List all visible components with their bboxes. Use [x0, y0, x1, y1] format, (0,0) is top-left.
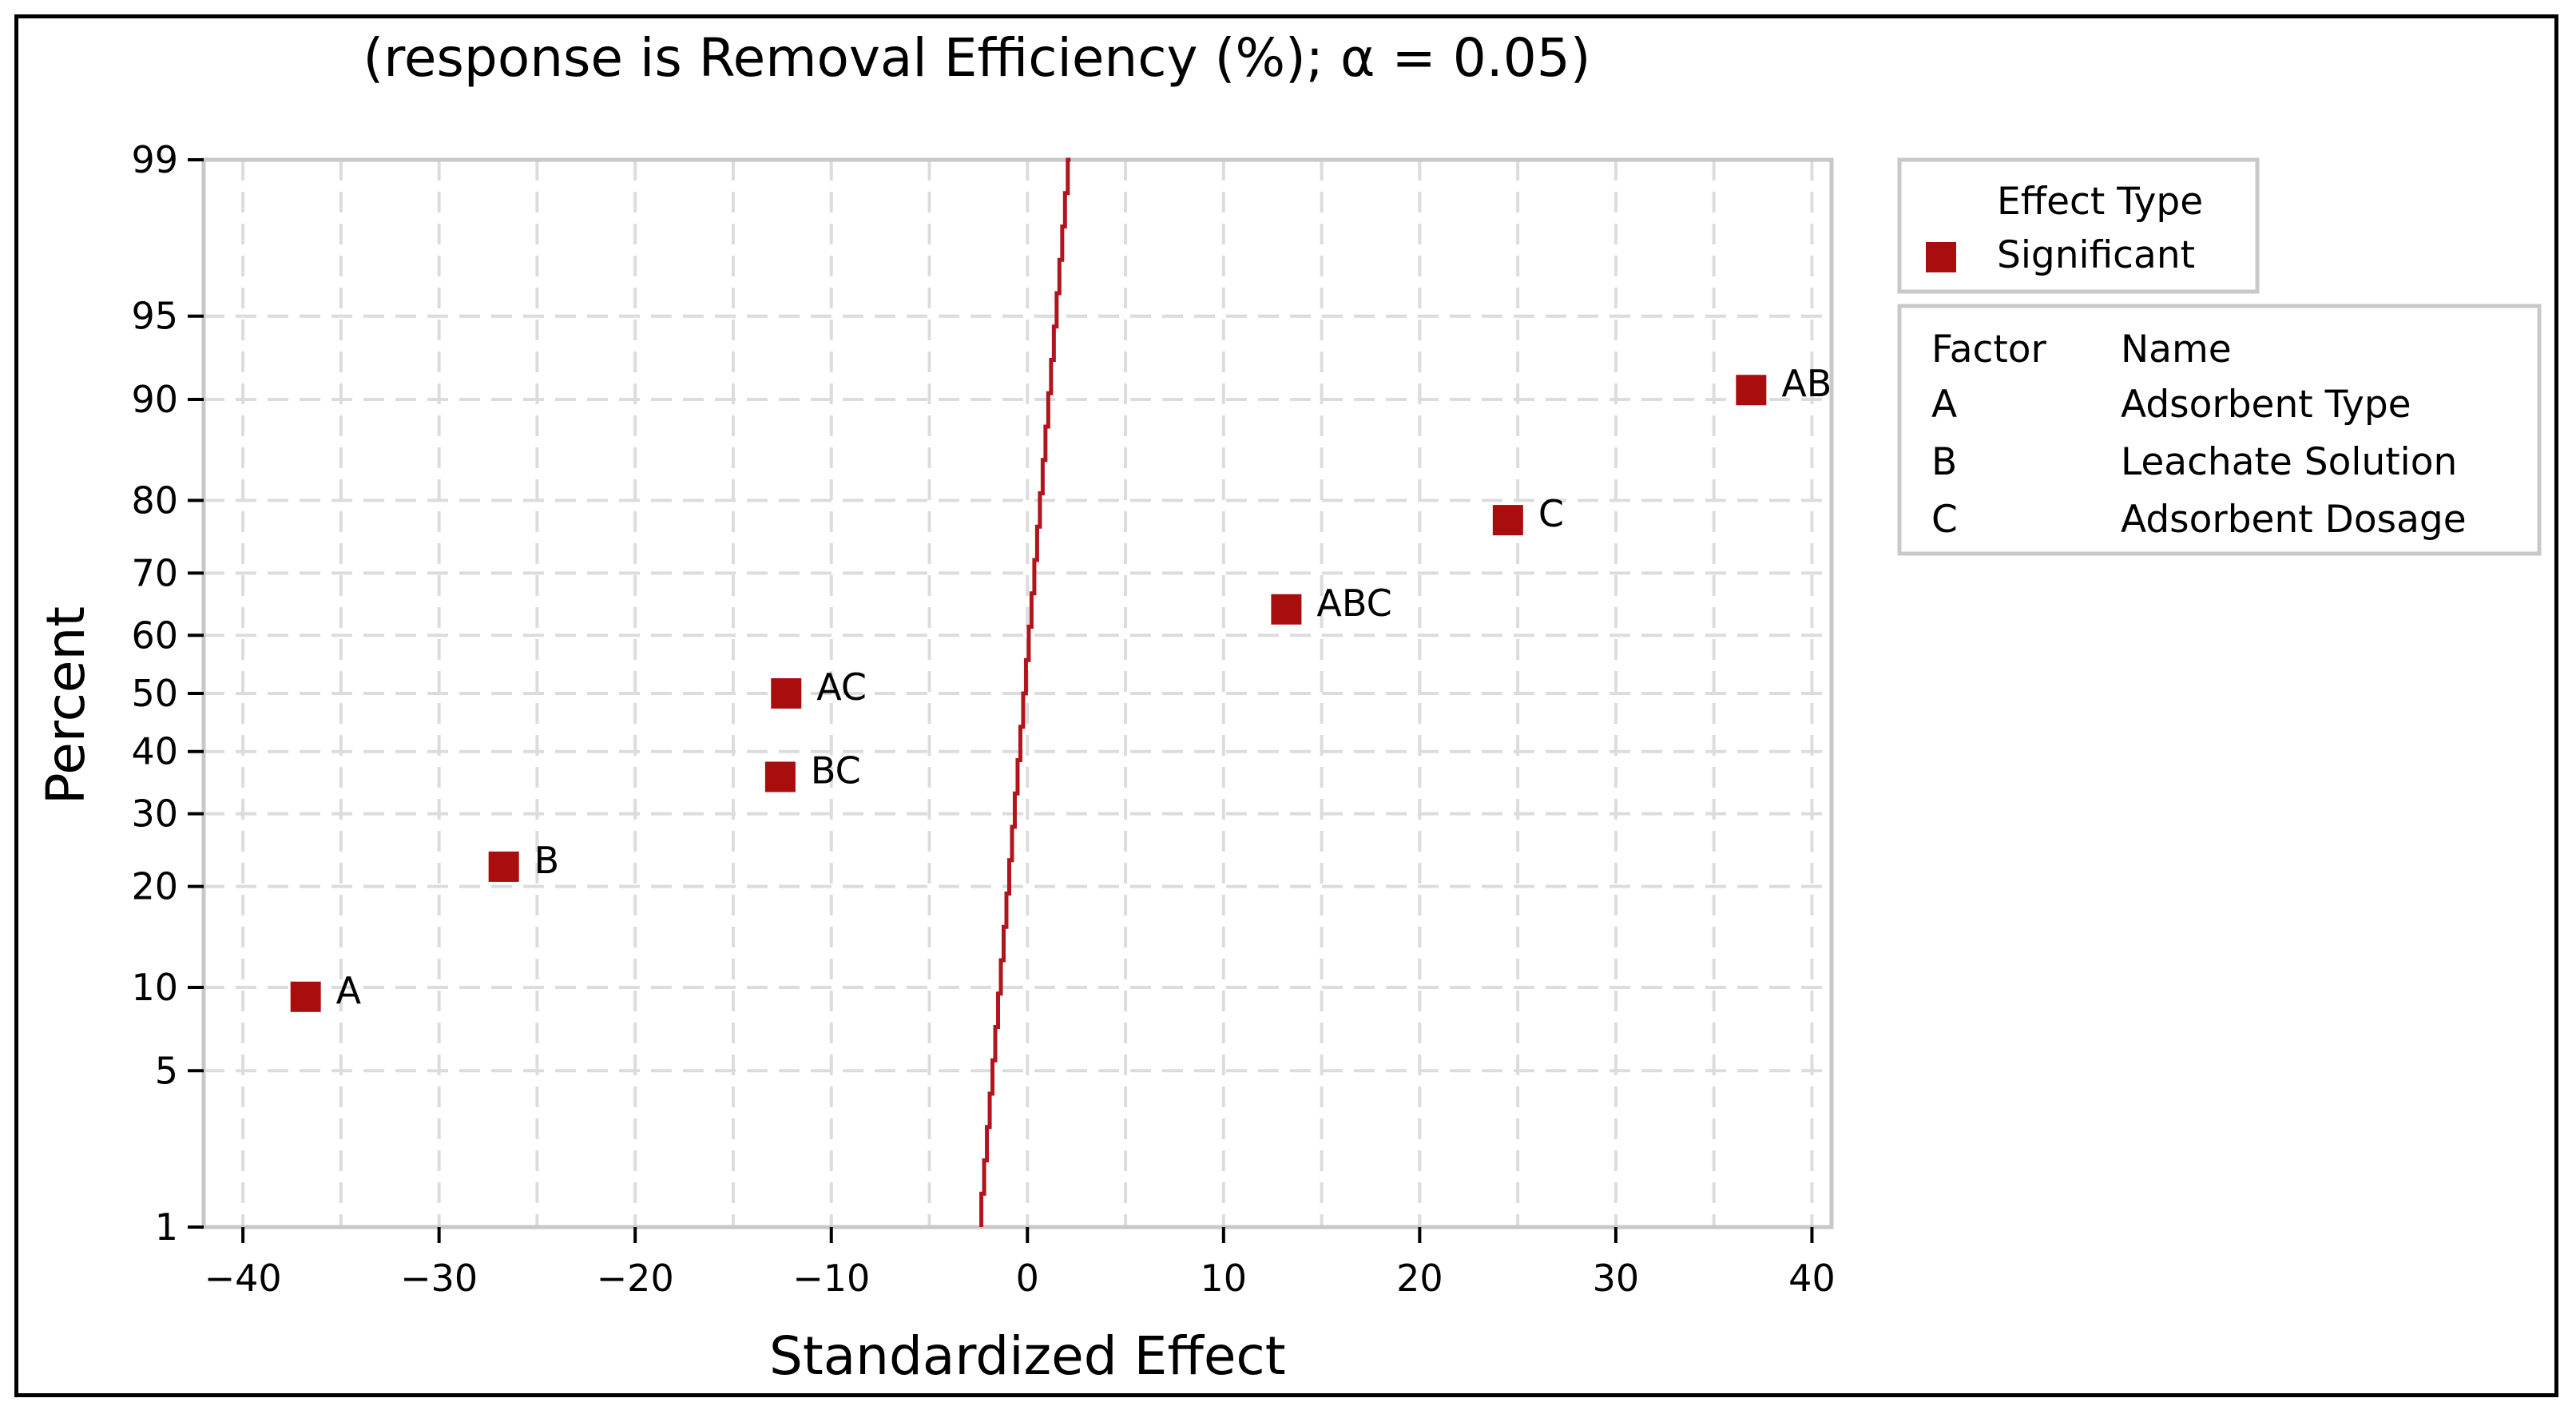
y-tick-label: 1	[155, 1205, 178, 1249]
x-tick-label: −30	[400, 1257, 478, 1300]
point-ab	[1736, 375, 1767, 406]
point-ac	[771, 678, 802, 709]
y-tick-label: 80	[131, 479, 178, 522]
x-tick-label: −40	[204, 1257, 282, 1300]
point-label-b: B	[534, 839, 560, 882]
chart-title: (response is Removal Efficiency (%); α =…	[363, 27, 1591, 89]
factor-row-factor: C	[1931, 498, 1958, 542]
point-label-ac: AC	[816, 665, 867, 709]
x-tick-label: −10	[792, 1257, 870, 1300]
legend-entry-significant: Significant	[1997, 233, 2195, 277]
x-axis-title: Standardized Effect	[769, 1325, 1286, 1387]
point-label-ab: AB	[1781, 362, 1832, 405]
y-tick-label: 60	[131, 614, 178, 657]
legend-swatch-significant	[1926, 242, 1956, 272]
y-tick-label: 5	[155, 1049, 178, 1092]
y-tick-label: 99	[131, 138, 178, 181]
y-tick-label: 95	[131, 295, 178, 338]
figure-frame	[14, 14, 2558, 1397]
x-tick-label: 0	[1016, 1257, 1039, 1300]
factor-table-header-factor: Factor	[1931, 328, 2047, 371]
y-axis-title: Percent	[35, 606, 97, 804]
point-c	[1492, 505, 1523, 536]
point-label-bc: BC	[811, 749, 861, 792]
legend: Effect Type Significant	[1897, 157, 2260, 294]
point-abc	[1271, 594, 1302, 625]
y-tick-label: 50	[131, 672, 178, 715]
factor-row-name: Adsorbent Dosage	[2121, 498, 2467, 542]
x-tick-label: 40	[1788, 1257, 1836, 1300]
x-tick-label: 30	[1593, 1257, 1640, 1300]
factor-table-header-name: Name	[2121, 328, 2232, 371]
factor-row-factor: A	[1931, 383, 1957, 427]
factor-row-factor: B	[1931, 440, 1957, 484]
point-label-a: A	[336, 969, 362, 1012]
y-tick-label: 20	[131, 865, 178, 908]
point-label-c: C	[1538, 492, 1564, 535]
point-bc	[764, 761, 796, 792]
factor-table-rows: A Adsorbent Type B Leachate Solution C Adsorb…	[1931, 383, 2467, 542]
factor-row-name: Leachate Solution	[2121, 440, 2457, 484]
y-tick-label: 40	[131, 730, 178, 773]
point-b	[488, 851, 519, 882]
x-tick-label: 10	[1201, 1257, 1248, 1300]
factor-table: Factor Name A Adsorbent Type B Leachate Sol…	[1897, 304, 2542, 556]
legend-title: Effect Type	[1997, 180, 2203, 224]
x-tick-label: −20	[597, 1257, 674, 1300]
y-tick-label: 30	[131, 792, 178, 836]
factor-table-box	[1897, 304, 2542, 556]
y-tick-label: 70	[131, 551, 178, 594]
factor-row-name: Adsorbent Type	[2121, 383, 2411, 427]
y-tick-label: 10	[131, 966, 178, 1009]
y-axis: 1 5 10 20 30 40 50 60 70 80 90 95 99	[131, 138, 204, 1249]
point-label-abc: ABC	[1316, 582, 1391, 625]
y-tick-label: 90	[131, 378, 178, 421]
x-axis: −40 −30 −20 −10 0 10 20 30 40	[204, 1227, 1836, 1300]
grid	[204, 158, 1832, 1229]
x-tick-label: 20	[1396, 1257, 1443, 1300]
point-a	[290, 981, 321, 1012]
reference-line	[979, 157, 1071, 1227]
legend-box	[1897, 157, 2260, 294]
